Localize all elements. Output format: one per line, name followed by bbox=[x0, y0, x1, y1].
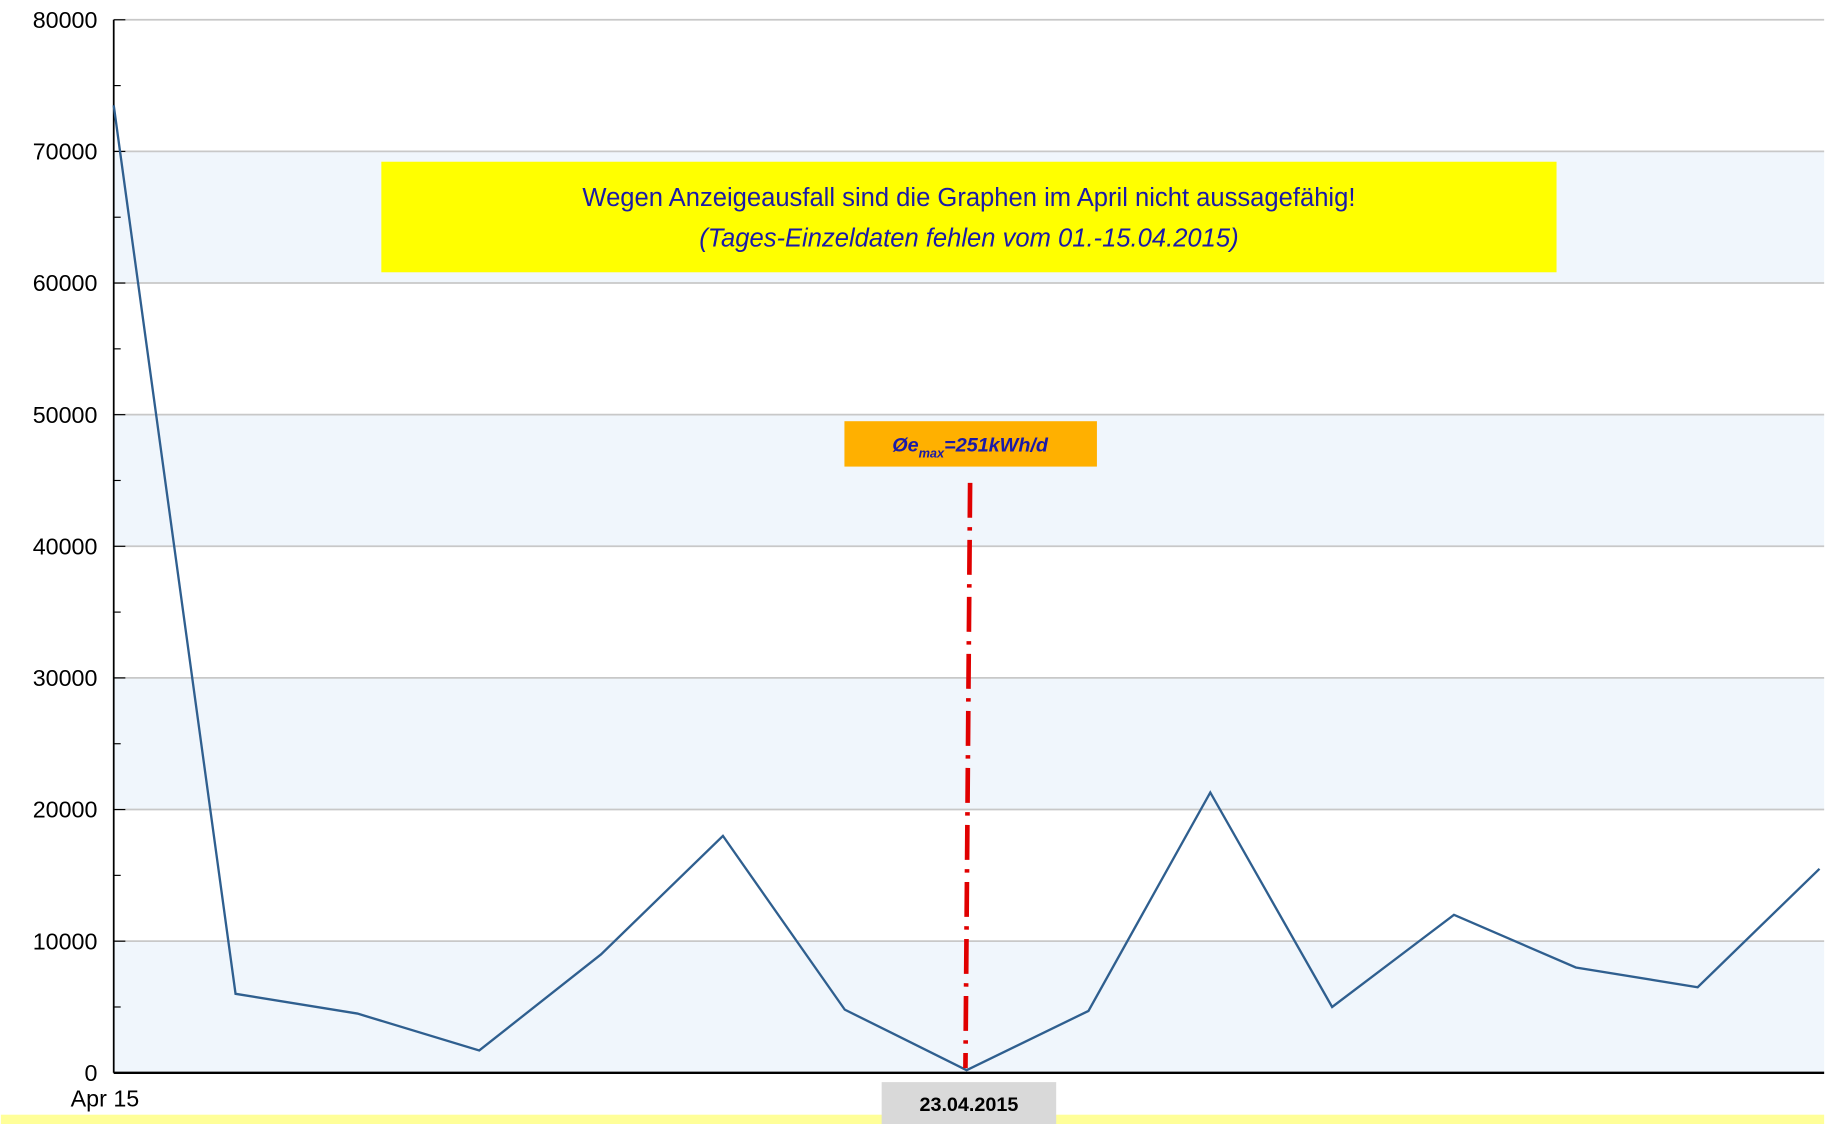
y-tick-label: 0 bbox=[84, 1060, 97, 1086]
emax-box bbox=[844, 421, 1097, 467]
y-tick-label: 20000 bbox=[33, 797, 98, 823]
y-tick-label: 80000 bbox=[33, 7, 98, 33]
y-tick-label: 40000 bbox=[33, 533, 98, 559]
series-line bbox=[112, 105, 1821, 1072]
band bbox=[113, 941, 1825, 1073]
y-tick-label: 10000 bbox=[33, 928, 98, 954]
notice-box bbox=[381, 161, 1557, 273]
date-label: 23.04.2015 bbox=[919, 1094, 1018, 1116]
emax-label: Øemax=251kWh/d bbox=[892, 434, 1049, 460]
notice-line: Wegen Anzeigeausfall sind die Graphen im… bbox=[582, 184, 1355, 212]
emax-suffix: =251kWh/d bbox=[944, 434, 1049, 456]
emax-sub: max bbox=[919, 445, 945, 460]
y-tick-label: 30000 bbox=[33, 665, 98, 691]
marker-line bbox=[963, 482, 973, 1069]
y-tick-label: 50000 bbox=[33, 402, 98, 428]
notice-line: (Tages-Einzeldaten fehlen vom 01.-15.04.… bbox=[699, 225, 1238, 253]
y-tick-label: 70000 bbox=[33, 139, 98, 165]
date-box bbox=[881, 1082, 1057, 1124]
x-tick-label: Apr 15 bbox=[71, 1086, 140, 1112]
emax-prefix: Øe bbox=[892, 434, 918, 456]
y-tick-label: 60000 bbox=[33, 270, 98, 296]
